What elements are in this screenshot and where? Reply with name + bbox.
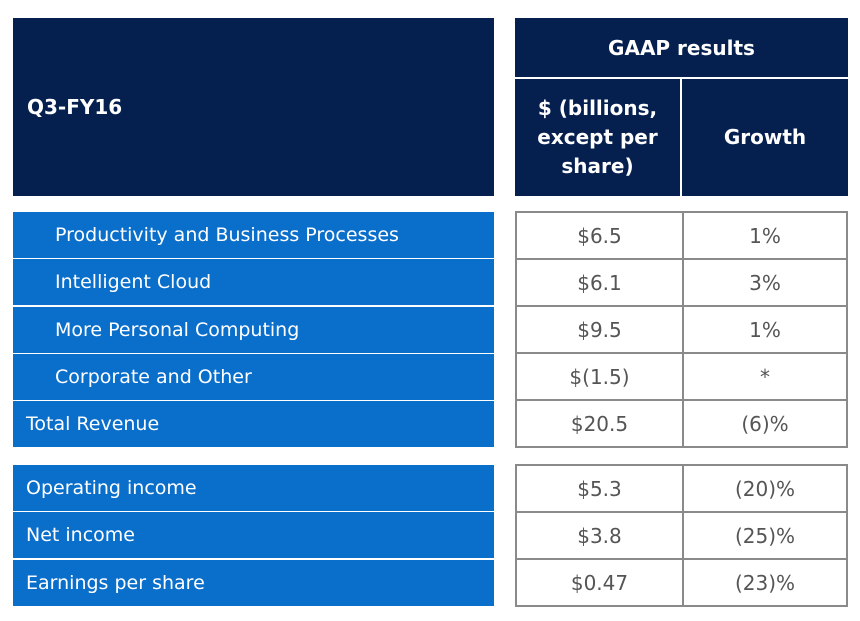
value-cell: $9.5 bbox=[517, 307, 684, 352]
revenue-values-table: $6.5 1% $6.1 3% $9.5 1% $(1.5) * $20.5 (6)% bbox=[515, 211, 848, 448]
row-label: Intelligent Cloud bbox=[13, 259, 494, 306]
table-row: $6.1 3% bbox=[517, 258, 846, 305]
table-row: $6.5 1% bbox=[517, 213, 846, 258]
value-column-header: $ (billions, except per share) bbox=[515, 79, 680, 196]
income-values-table: $5.3 (20)% $3.8 (25)% $0.47 (23)% bbox=[515, 464, 848, 607]
value-cell: $0.47 bbox=[517, 560, 684, 605]
growth-column-header: Growth bbox=[682, 79, 848, 196]
row-label: More Personal Computing bbox=[13, 306, 494, 353]
table-row: $9.5 1% bbox=[517, 305, 846, 352]
value-cell: $6.5 bbox=[517, 213, 684, 258]
row-label: Corporate and Other bbox=[13, 353, 494, 400]
growth-cell: 3% bbox=[749, 270, 781, 295]
value-cell: $3.8 bbox=[517, 513, 684, 558]
table-row: $20.5 (6)% bbox=[517, 399, 846, 446]
row-label: Earnings per share bbox=[13, 559, 494, 606]
period-header: Q3-FY16 bbox=[13, 18, 494, 196]
row-label: Operating income bbox=[13, 465, 494, 511]
table-row: $3.8 (25)% bbox=[517, 511, 846, 558]
growth-cell: 1% bbox=[749, 317, 781, 342]
value-cell: $6.1 bbox=[517, 260, 684, 305]
value-cell: $5.3 bbox=[517, 466, 684, 511]
row-label: Net income bbox=[13, 512, 494, 559]
row-label: Productivity and Business Processes bbox=[13, 212, 494, 258]
table-row: $(1.5) * bbox=[517, 352, 846, 399]
growth-cell: (20)% bbox=[734, 476, 796, 501]
growth-cell: (25)% bbox=[734, 523, 796, 548]
growth-cell: (6)% bbox=[741, 411, 789, 436]
growth-cell: (23)% bbox=[734, 570, 796, 595]
table-row: $0.47 (23)% bbox=[517, 558, 846, 605]
value-cell: $(1.5) bbox=[517, 354, 684, 399]
gaap-results-header: GAAP results bbox=[515, 18, 848, 77]
growth-cell: * bbox=[760, 364, 770, 389]
value-cell: $20.5 bbox=[517, 401, 684, 446]
table-row: $5.3 (20)% bbox=[517, 466, 846, 511]
growth-cell: 1% bbox=[749, 223, 781, 248]
row-label: Total Revenue bbox=[13, 401, 494, 448]
